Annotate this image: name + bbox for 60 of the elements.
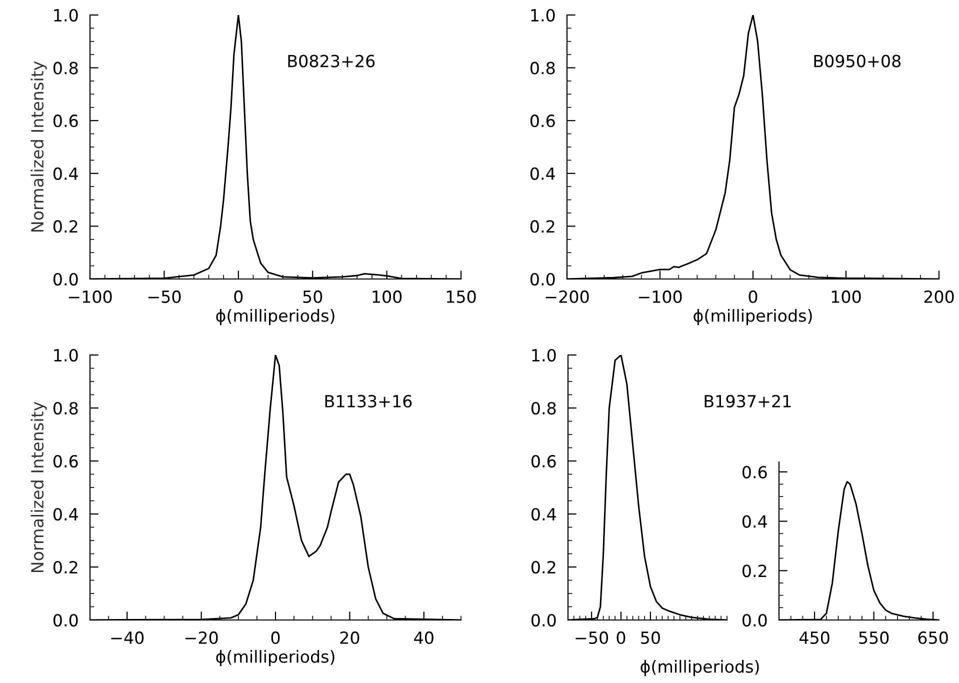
y-tick-label: 0.0 [530, 272, 555, 286]
x-tick-label: 20 [340, 631, 360, 644]
x-tick-label: −100 [638, 290, 682, 304]
y-tick-label: 1.0 [532, 348, 556, 362]
x-tick-label: 150 [446, 290, 476, 304]
y-tick-label: 0.2 [53, 560, 78, 574]
y-tick-label: 0.4 [53, 508, 78, 521]
x-tick-label: 100 [832, 290, 861, 304]
x-tick-label: 0 [271, 631, 280, 644]
y-tick-label: 0.6 [531, 454, 556, 468]
y-tick-label: 0.6 [530, 114, 555, 128]
y-tick-label: 0.4 [531, 508, 556, 521]
annotation: B0950+08 [814, 54, 901, 68]
x-tick-label: 50 [641, 631, 660, 644]
y-tick-label: 0.8 [530, 62, 555, 74]
x-tick-label: 450 [799, 631, 830, 644]
x-axis-title: ϕ(milliperiods) [640, 660, 759, 676]
y-tick-label: 0.0 [53, 614, 78, 627]
x-tick-label: −50 [148, 290, 181, 304]
x-tick-label: 650 [918, 631, 948, 644]
y-tick-label: 0.6 [742, 466, 767, 478]
y-tick-label: 0.4 [53, 167, 78, 180]
x-axis-title: ϕ(milliperiods) [694, 309, 812, 326]
y-tick-label: 0.2 [530, 220, 554, 233]
x-tick-label: 40 [414, 631, 434, 644]
y-tick-label: 0.8 [531, 402, 556, 415]
x-tick-label: 100 [372, 290, 402, 304]
y-axis-title: Normalized Intensity [30, 402, 47, 572]
x-tick-label: 550 [859, 631, 889, 644]
y-tick-label: 0.2 [531, 560, 556, 574]
annotation: B1937+21 [704, 394, 791, 408]
y-tick-label: 0.8 [53, 402, 78, 415]
y-tick-label: 0.6 [53, 114, 78, 128]
x-tick-label: −50 [576, 631, 608, 644]
y-tick-label: 0.2 [53, 220, 78, 233]
x-axis-title: ϕ(milliperiods) [216, 650, 334, 666]
y-tick-label: 0.4 [530, 167, 555, 180]
y-tick-label: 0.8 [53, 62, 78, 74]
y-tick-label: 1.0 [54, 348, 78, 362]
x-tick-label: −40 [111, 631, 144, 644]
x-tick-label: 0 [234, 290, 243, 304]
x-tick-label: −100 [68, 290, 112, 304]
y-tick-label: 0.6 [53, 454, 78, 468]
x-tick-label: 200 [924, 290, 954, 304]
y-tick-label: 0.0 [53, 272, 78, 286]
annotation: B0823+26 [288, 54, 375, 68]
y-tick-label: 0.4 [742, 515, 767, 528]
x-tick-label: −20 [185, 631, 218, 644]
y-tick-label: 0.0 [742, 614, 767, 627]
y-tick-label: 0.0 [531, 614, 556, 627]
y-axis-title: Normalized Intensity [30, 61, 47, 232]
x-axis-title: ϕ(milliperiods) [216, 309, 334, 326]
x-tick-label: 50 [303, 290, 322, 304]
y-tick-label: 1.0 [54, 8, 78, 22]
x-tick-label: 0 [616, 631, 626, 644]
y-tick-label: 1.0 [531, 8, 555, 22]
x-tick-label: 0 [748, 290, 758, 304]
x-tick-label: −200 [546, 290, 589, 304]
annotation: B1133+16 [325, 394, 412, 408]
y-tick-label: 0.2 [742, 564, 766, 578]
